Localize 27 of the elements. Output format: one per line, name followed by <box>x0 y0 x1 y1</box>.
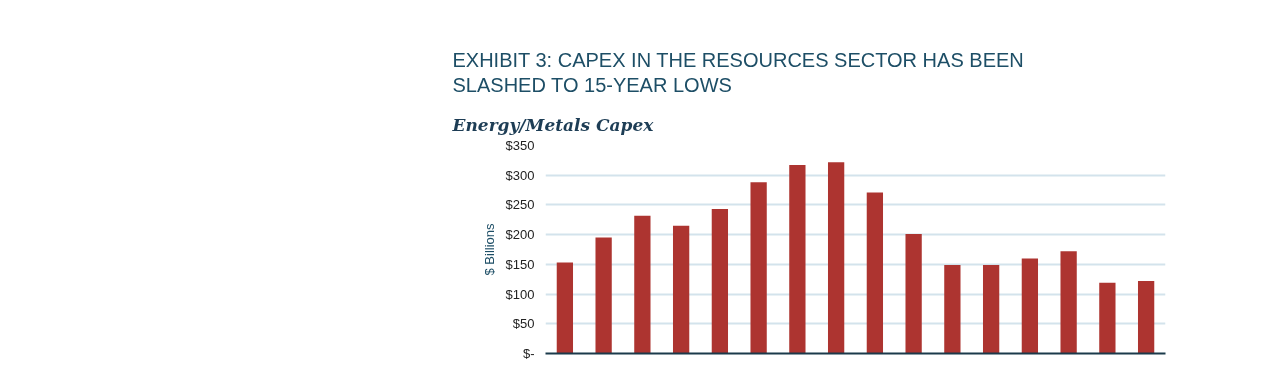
bar <box>789 165 806 354</box>
y-axis-title: $ Billions <box>481 222 497 276</box>
bar <box>1137 281 1155 354</box>
y-tick-label: $150 <box>505 256 535 272</box>
y-tick-label: $300 <box>505 167 535 183</box>
bar <box>750 182 767 354</box>
bar <box>905 234 922 354</box>
y-tick-label: $- <box>522 346 535 361</box>
bar <box>711 209 729 354</box>
bar <box>1060 251 1077 354</box>
chart-title: EXHIBIT 3: CAPEX IN THE RESOURCES SECTOR HAS BEEN SLASHED TO 15-YEAR LOWS <box>452 49 1024 97</box>
y-tick-label: $250 <box>505 197 535 213</box>
bar <box>634 215 651 354</box>
bar <box>672 225 690 354</box>
bar <box>595 237 612 354</box>
y-tick-label: $350 <box>505 138 535 153</box>
y-tick-label: $200 <box>505 227 535 243</box>
bar <box>827 162 845 354</box>
bar <box>866 192 884 354</box>
y-tick-label: $100 <box>505 286 535 302</box>
bar <box>982 264 1000 354</box>
bar <box>944 264 961 354</box>
bar <box>556 262 574 354</box>
chart-subtitle: Energy/Metals Capex <box>451 114 655 135</box>
bar <box>1099 282 1116 354</box>
y-tick-label: $50 <box>512 316 535 332</box>
bar <box>1021 258 1039 354</box>
